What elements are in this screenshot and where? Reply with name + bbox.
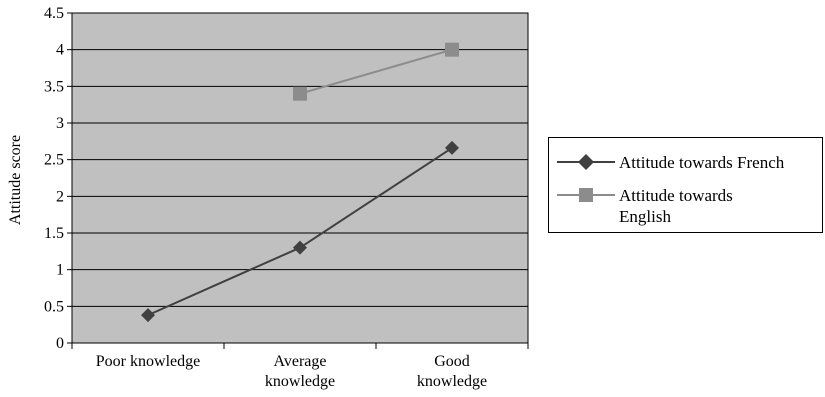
y-axis-title: Attitude score xyxy=(7,135,24,225)
x-tick-label: knowledge xyxy=(265,373,335,390)
data-point-diamond xyxy=(293,240,307,255)
legend-label-french: Attitude towards French xyxy=(619,153,785,172)
data-point-square xyxy=(293,86,307,101)
x-tick-label: Good xyxy=(434,353,470,370)
legend-label-english: Attitude towards English xyxy=(619,186,733,226)
y-tick-label: 0.5 xyxy=(44,298,64,315)
y-tick-label: 2 xyxy=(56,188,64,205)
x-tick-label: Average xyxy=(274,353,327,370)
x-tick-label: Poor knowledge xyxy=(96,353,200,370)
series-line-segment xyxy=(299,48,453,95)
legend: Attitude towards French Attitude towards… xyxy=(548,137,823,233)
series-line-segment xyxy=(299,147,453,249)
plot-area xyxy=(71,12,529,344)
y-tick-label: 1 xyxy=(56,262,64,279)
y-tick-label: 2.5 xyxy=(44,152,64,169)
y-tick-label: 4 xyxy=(56,42,64,59)
y-tick-label: 1.5 xyxy=(44,225,64,242)
x-tick-label: knowledge xyxy=(417,373,487,390)
y-tick-label: 0 xyxy=(56,335,64,352)
data-point-diamond xyxy=(141,308,155,323)
series-line-segment xyxy=(147,246,301,317)
y-tick-label: 4.5 xyxy=(44,5,64,22)
data-point-diamond xyxy=(445,140,459,155)
legend-marker-square-icon xyxy=(557,188,615,202)
data-point-square xyxy=(445,42,459,57)
y-tick-label: 3 xyxy=(56,115,64,132)
y-tick-label: 3.5 xyxy=(44,78,64,95)
legend-marker-diamond-icon xyxy=(557,154,615,170)
